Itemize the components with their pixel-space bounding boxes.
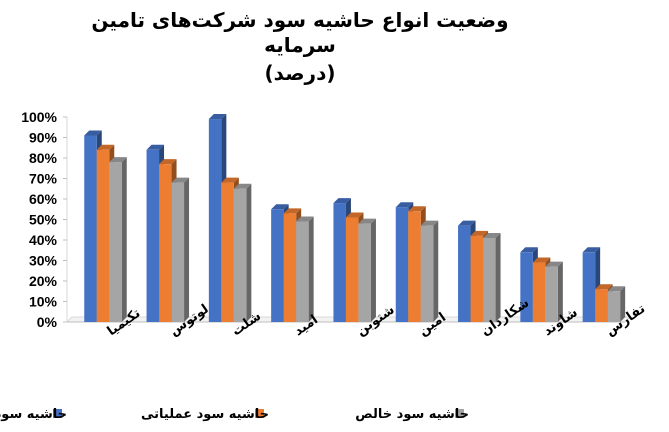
- title-line-3: (درصد): [265, 61, 336, 85]
- y-tick-label: 20%: [29, 273, 58, 289]
- y-tick-label: 0%: [37, 314, 58, 330]
- bar: [296, 217, 314, 322]
- bar-front: [358, 224, 371, 322]
- legend-label: حاشیه سود عملیاتی: [141, 407, 269, 422]
- bar: [234, 184, 252, 322]
- bar-front: [471, 236, 484, 322]
- title-line-2: سرمایه: [264, 33, 336, 57]
- legend-label: حاشیه سود ناخالص: [0, 407, 67, 422]
- bar-front: [271, 209, 284, 322]
- bar-side: [309, 217, 314, 322]
- chart-title: وضعیت انواع حاشیه سود شرکت‌های تامینسرما…: [91, 8, 508, 85]
- bar: [172, 178, 190, 322]
- bar-front: [346, 217, 359, 322]
- legend-item: حاشیه سود خالص: [355, 407, 469, 422]
- bar-front: [209, 119, 222, 322]
- bar-front: [172, 183, 185, 322]
- bar-side: [433, 221, 438, 322]
- y-tick-label: 100%: [21, 109, 57, 125]
- bar-front: [333, 203, 346, 322]
- legend-label: حاشیه سود خالص: [355, 407, 469, 422]
- bar-front: [284, 213, 297, 322]
- title-line-1: وضعیت انواع حاشیه سود شرکت‌های تامین: [91, 8, 508, 32]
- bar: [109, 157, 127, 322]
- y-tick-label: 50%: [29, 212, 58, 228]
- bar-front: [545, 267, 558, 322]
- y-tick-label: 30%: [29, 253, 58, 269]
- bar-front: [583, 252, 596, 322]
- bar-front: [159, 164, 172, 322]
- bar-front: [533, 263, 546, 322]
- bar-front: [396, 207, 409, 322]
- bar-front: [483, 238, 496, 322]
- y-tick-label: 70%: [29, 171, 58, 187]
- y-tick-label: 90%: [29, 130, 58, 146]
- y-tick-label: 40%: [29, 232, 58, 248]
- bar-front: [421, 226, 434, 322]
- bar-front: [458, 226, 471, 322]
- bar: [421, 221, 439, 322]
- bar-front: [147, 150, 160, 322]
- bar-front: [234, 189, 247, 322]
- y-tick-label: 80%: [29, 150, 58, 166]
- bar-side: [496, 233, 501, 322]
- bar-front: [109, 162, 122, 322]
- y-axis: 0% 10% 20% 30% 40% 50% 60% 70% 80% 90% 100%: [21, 109, 67, 330]
- bar-front: [408, 211, 421, 322]
- bars: [84, 114, 625, 322]
- bar-side: [184, 178, 189, 322]
- y-tick-label: 10%: [29, 294, 58, 310]
- bar-front: [296, 222, 309, 322]
- bar-side: [122, 157, 127, 322]
- bar-front: [84, 135, 97, 322]
- y-tick-label: 60%: [29, 191, 58, 207]
- bar-front: [97, 150, 110, 322]
- legend-item: حاشیه سود ناخالص: [0, 407, 67, 422]
- bar-side: [371, 219, 376, 322]
- bar-front: [221, 183, 234, 322]
- bar-side: [246, 184, 251, 322]
- legend: حاشیه سود ناخالص حاشیه سود عملیاتی حاشیه س…: [0, 407, 469, 422]
- bar-front: [595, 289, 608, 322]
- bar: [483, 233, 501, 322]
- bar: [358, 219, 376, 322]
- legend-item: حاشیه سود عملیاتی: [141, 407, 269, 422]
